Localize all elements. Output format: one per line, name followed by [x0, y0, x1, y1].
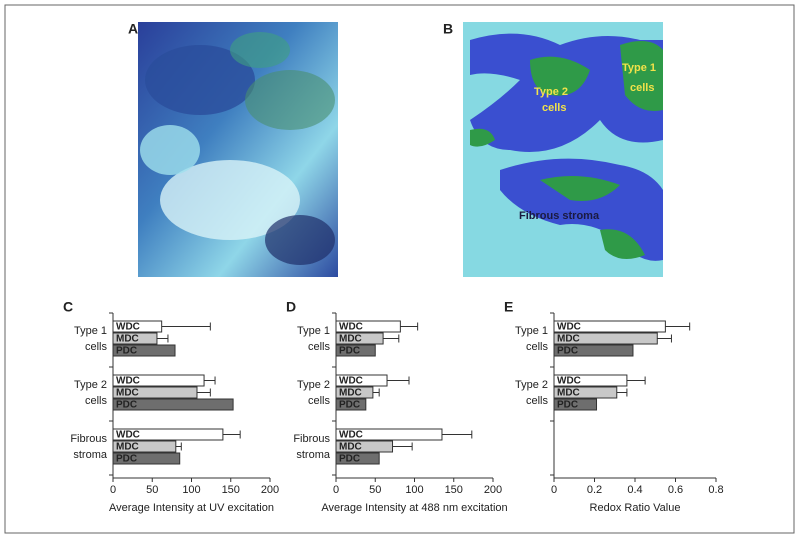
category-label: stroma: [73, 449, 108, 461]
category-label: Fibrous: [293, 433, 330, 445]
error-bar: [161, 322, 211, 331]
error-bar: [222, 430, 241, 439]
error-bar: [665, 322, 691, 331]
bar-label: WDC: [116, 430, 140, 441]
bar-label: WDC: [557, 322, 581, 333]
x-tick-label: 150: [222, 484, 240, 496]
bar: [553, 398, 598, 411]
bar-label: WDC: [557, 376, 581, 387]
x-tick-label: 0.4: [627, 484, 642, 496]
annotation: Type 1: [622, 62, 656, 74]
annotation: Fibrous stroma: [519, 210, 600, 222]
figure-border: [4, 4, 795, 534]
category-label: Type 2: [74, 379, 107, 391]
bar: [112, 332, 158, 345]
bar-label: PDC: [557, 346, 578, 357]
category-label: Type 2: [297, 379, 330, 391]
error-bar: [372, 388, 380, 397]
bar: [112, 452, 181, 465]
x-tick-label: 0.2: [587, 484, 602, 496]
error-bar: [400, 322, 419, 331]
bar-label: WDC: [339, 376, 363, 387]
error-bar: [175, 442, 182, 451]
bar-label: WDC: [339, 430, 363, 441]
x-tick-label: 100: [405, 484, 423, 496]
x-tick-label: 50: [369, 484, 381, 496]
bar: [335, 398, 367, 411]
error-bar: [204, 376, 216, 385]
category-label: stroma: [296, 449, 331, 461]
bar: [335, 452, 380, 465]
annotation: Type 2: [534, 86, 568, 98]
error-bar: [657, 334, 672, 343]
error-bar: [626, 376, 646, 385]
bar-label: PDC: [339, 400, 360, 411]
category-label: Type 1: [74, 325, 107, 337]
panel-label: C: [63, 299, 73, 315]
bar: [553, 344, 634, 357]
bar-label: MDC: [339, 442, 362, 453]
annotation: cells: [542, 102, 566, 114]
bar-label: PDC: [116, 400, 137, 411]
error-bar: [392, 442, 413, 451]
bar-label: MDC: [116, 388, 139, 399]
annotation: cells: [630, 82, 654, 94]
x-axis-title: Redox Ratio Value: [590, 502, 681, 514]
category-label: Type 2: [515, 379, 548, 391]
bar-label: PDC: [116, 346, 137, 357]
bar-label: WDC: [116, 322, 140, 333]
category-label: Fibrous: [70, 433, 107, 445]
x-tick-label: 150: [445, 484, 463, 496]
bar-label: PDC: [557, 400, 578, 411]
error-bar: [441, 430, 473, 439]
bar-label: MDC: [557, 388, 580, 399]
bar-label: MDC: [339, 388, 362, 399]
error-bar: [156, 334, 169, 343]
x-tick-label: 100: [182, 484, 200, 496]
bar: [335, 344, 376, 357]
classification-map: [463, 22, 663, 277]
x-tick-label: 200: [261, 484, 279, 496]
error-bar: [387, 376, 410, 385]
category-label: cells: [85, 341, 108, 353]
bar-label: PDC: [339, 346, 360, 357]
bar: [112, 398, 234, 411]
bar: [112, 344, 176, 357]
category-label: cells: [526, 341, 549, 353]
category-label: Type 1: [515, 325, 548, 337]
panel-label: E: [504, 299, 513, 315]
bar-label: MDC: [116, 334, 139, 345]
x-tick-label: 200: [484, 484, 502, 496]
category-label: cells: [308, 395, 331, 407]
category-label: cells: [85, 395, 108, 407]
bar-label: MDC: [116, 442, 139, 453]
panel-label: D: [286, 299, 296, 315]
x-tick-label: 0: [110, 484, 116, 496]
error-bar: [196, 388, 211, 397]
x-tick-label: 0: [333, 484, 339, 496]
bar-label: PDC: [116, 454, 137, 465]
bar-label: MDC: [339, 334, 362, 345]
panel-label: B: [443, 21, 453, 37]
error-bar: [383, 334, 400, 343]
micrograph: [138, 22, 338, 277]
category-label: cells: [308, 341, 331, 353]
x-axis-title: Average Intensity at 488 nm excitation: [321, 502, 507, 514]
x-tick-label: 0.6: [668, 484, 683, 496]
x-tick-label: 50: [146, 484, 158, 496]
bar-label: PDC: [339, 454, 360, 465]
x-axis-title: Average Intensity at UV excitation: [109, 502, 274, 514]
category-label: Type 1: [297, 325, 330, 337]
category-label: cells: [526, 395, 549, 407]
x-tick-label: 0.8: [708, 484, 723, 496]
panel-label: A: [128, 21, 138, 37]
bar-label: MDC: [557, 334, 580, 345]
bar-label: WDC: [116, 376, 140, 387]
bar-label: WDC: [339, 322, 363, 333]
x-tick-label: 0: [551, 484, 557, 496]
error-bar: [616, 388, 628, 397]
